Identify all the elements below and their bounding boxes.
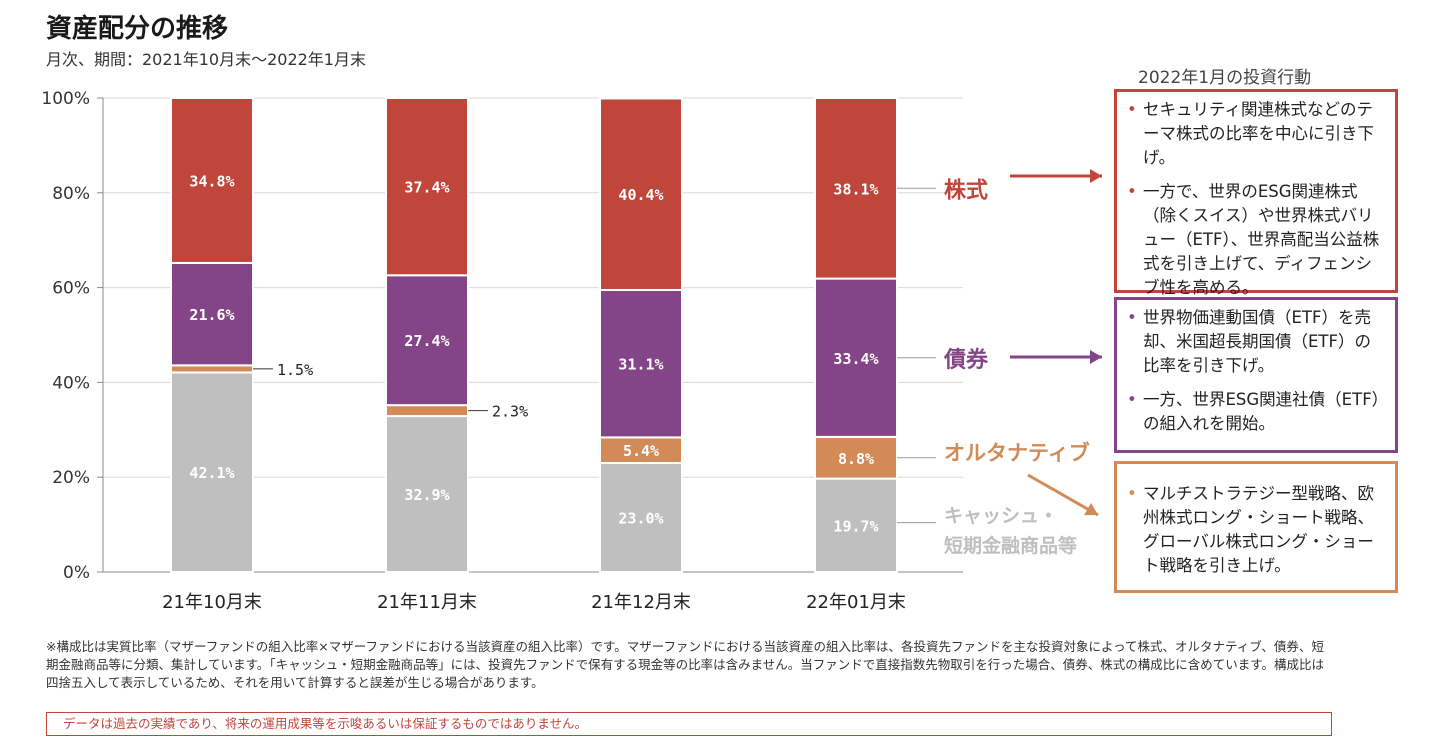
equity-action-item: セキュリティ関連株式などのテーマ株式の比率を中心に引き下げ。 <box>1127 98 1385 170</box>
data-label: 32.9% <box>404 486 449 504</box>
bar-segment <box>385 97 469 277</box>
page-title: 資産配分の推移 <box>46 14 229 44</box>
stacked-bar-chart: 0% 20% 40% 60% 80% 100% 42.1% 1.5% 21.6% 34.8% 21年… <box>41 89 1102 613</box>
x-tick-label: 21年11月末 <box>377 592 477 613</box>
cash-label: キャッシュ・ <box>944 505 1058 527</box>
bar-segment <box>599 436 683 464</box>
bar-segment <box>385 404 469 418</box>
data-label: 31.1% <box>618 356 663 374</box>
bar-segment <box>170 371 254 574</box>
bar-segment <box>814 277 898 438</box>
data-label: 5.4% <box>623 442 659 460</box>
disclaimer: データは過去の実績であり、将来の運用成果等を示唆あるいは保証するものではありませ… <box>46 712 1332 736</box>
data-label: 37.4% <box>404 179 449 197</box>
data-label: 23.0% <box>618 509 663 527</box>
bar-segment <box>170 364 254 374</box>
arrow-alternative <box>1084 502 1098 516</box>
equity-label: 株式 <box>944 178 988 203</box>
data-label: 40.4% <box>618 186 663 204</box>
data-label: 21.6% <box>189 306 234 324</box>
alternative-label: オルタナティブ <box>944 441 1090 465</box>
bar-segment <box>814 97 898 280</box>
y-tick-label: 0% <box>63 563 90 583</box>
data-label: 19.7% <box>833 517 878 535</box>
data-label: 34.8% <box>189 172 234 190</box>
data-label: 27.4% <box>404 332 449 350</box>
arrow-equity <box>1090 169 1102 183</box>
actions-title: 2022年1月の投資行動 <box>1138 68 1312 88</box>
data-label: 38.1% <box>833 180 878 198</box>
y-tick-label: 40% <box>52 373 90 393</box>
equity-action-item: 一方で、世界のESG関連株式（除くスイス）や世界株式バリュー（ETF）、世界高配… <box>1127 180 1385 300</box>
bar-segment <box>599 288 683 439</box>
bar-segment <box>814 435 898 480</box>
data-label: 8.8% <box>838 450 874 468</box>
bar-segment <box>599 97 683 291</box>
bar-segment <box>170 261 254 367</box>
alternative-actions-box: マルチストラテジー型戦略、欧州株式ロング・ショート戦略、グローバル株式ロング・シ… <box>1114 461 1398 593</box>
y-tick-label: 100% <box>41 89 90 109</box>
x-tick-label: 21年12月末 <box>591 592 691 613</box>
cash-label: 短期金融商品等 <box>944 534 1077 557</box>
footnote: ※構成比は実質比率（マザーファンドの組入比率×マザーファンドにおける当該資産の組… <box>46 639 1325 690</box>
alternative-action-item: マルチストラテジー型戦略、欧州株式ロング・ショート戦略、グローバル株式ロング・シ… <box>1127 482 1385 578</box>
bond-action-item: 世界物価連動国債（ETF）を売却、米国超長期国債（ETF）の比率を引き下げ。 <box>1127 306 1385 378</box>
arrow-alternative <box>1027 473 1099 517</box>
y-tick-label: 60% <box>52 279 90 299</box>
bond-action-item: 一方、世界ESG関連社債（ETF）の組入れを開始。 <box>1127 388 1385 436</box>
data-label: 42.1% <box>189 464 234 482</box>
arrow-bond <box>1090 350 1102 364</box>
data-label: 2.3% <box>492 403 528 421</box>
x-tick-label: 22年01月末 <box>806 592 906 613</box>
data-label: 33.4% <box>833 350 878 368</box>
y-tick-label: 80% <box>52 184 90 204</box>
bar-segment <box>170 97 254 264</box>
equity-actions-box: セキュリティ関連株式などのテーマ株式の比率を中心に引き下げ。 一方で、世界のES… <box>1114 89 1398 297</box>
data-label: 1.5% <box>277 361 313 379</box>
bond-label: 債券 <box>943 347 989 373</box>
y-tick-label: 20% <box>52 468 90 488</box>
page-subtitle: 月次、期間：2021年10月末～2022年1月末 <box>46 50 366 69</box>
x-tick-label: 21年10月末 <box>162 592 262 613</box>
bond-actions-box: 世界物価連動国債（ETF）を売却、米国超長期国債（ETF）の比率を引き下げ。 一… <box>1114 297 1398 453</box>
bar-segment <box>814 477 898 574</box>
bar-segment <box>385 274 469 407</box>
